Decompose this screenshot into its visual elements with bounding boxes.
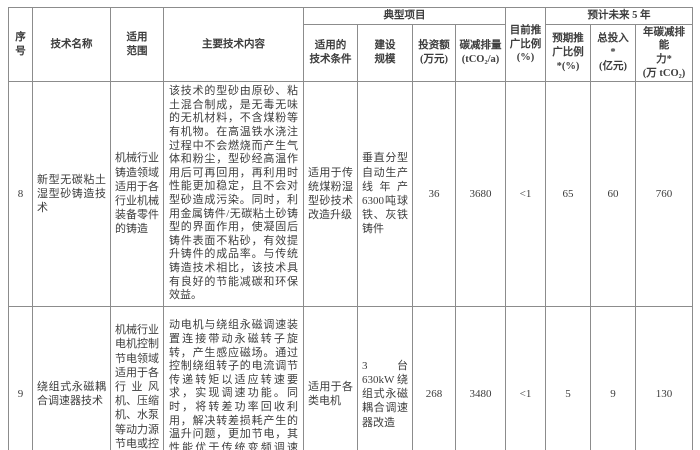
header-annual-carbon-capacity: 年碳减排能 力* (万 tCO₂) xyxy=(634,23,694,83)
header-total-investment: 总投入 * (亿元) xyxy=(590,23,636,83)
header-next-5-years-group: 预计未来 5 年 xyxy=(544,7,694,25)
cell-annual-carbon-capacity: 760 xyxy=(634,81,694,307)
cell-main-content: 动电机与绕组永磁调速装置连接带动永磁转子旋转，产生感应磁场。通过控制绕组转子的电… xyxy=(163,305,304,450)
header-typical-project-group: 典型项目 xyxy=(303,7,506,25)
header-tech-name: 技术名称 xyxy=(32,6,111,83)
cell-main-content: 该技术的型砂由原砂、粘土混合制成，是无毒无味的无机材料，不含煤粉等有机物。在高温… xyxy=(163,81,304,307)
cell-applicable-conditions: 适用于传统煤粉湿型砂技术改造升级 xyxy=(303,81,358,307)
header-current-promotion-ratio: 目前推 广比例 (%) xyxy=(505,6,546,83)
header-row-subcolumns: 适用的 技术条件 建设 规模 投资额 (万元) 碳减排量 (tCO₂/a) 预期… xyxy=(9,23,694,83)
cell-tech-name: 新型无碳粘土湿型砂铸造技术 xyxy=(32,81,111,307)
header-main-content: 主要技术内容 xyxy=(163,6,304,83)
cell-carbon-reduction: 3680 xyxy=(455,81,506,307)
header-carbon-reduction: 碳减排量 (tCO₂/a) xyxy=(455,23,506,83)
cell-investment-amount: 36 xyxy=(412,81,456,307)
header-construction-scale: 建设 规模 xyxy=(357,23,413,83)
header-expected-promotion-ratio: 预期推 广比例 *(%) xyxy=(545,23,591,83)
cell-current-promotion-ratio: <1 xyxy=(505,81,546,307)
header-applicable-conditions: 适用的 技术条件 xyxy=(303,23,358,83)
cell-serial-number: 9 xyxy=(8,305,33,450)
cell-annual-carbon-capacity: 130 xyxy=(634,305,694,450)
cell-serial-number: 8 xyxy=(8,81,33,307)
header-row-groups: 序 号 技术名称 适用 范围 主要技术内容 典型项目 目前推 广比例 (%) 预… xyxy=(8,6,694,83)
technology-catalog-table: 序 号 技术名称 适用 范围 主要技术内容 典型项目 目前推 广比例 (%) 预… xyxy=(8,6,694,450)
header-applicable-scope: 适用 范围 xyxy=(110,6,164,83)
cell-carbon-reduction: 3480 xyxy=(455,305,506,450)
cell-total-investment: 9 xyxy=(590,305,636,450)
cell-expected-promotion-ratio: 5 xyxy=(545,305,591,450)
table-row-8: 8 新型无碳粘土湿型砂铸造技术 机械行业铸造领域适用于各行业机械装备零件的铸造 … xyxy=(8,81,694,307)
table-row-9: 9 绕组式永磁耦合调速器技术 机械行业电机控制节电领域适用于各行业风机、压缩机、… xyxy=(8,305,694,450)
header-serial-number: 序 号 xyxy=(8,6,33,83)
cell-applicable-scope: 机械行业电机控制节电领域适用于各行业风机、压缩机、水泵等动力源节电或控制等 xyxy=(110,305,164,450)
cell-construction-scale: 垂直分型自动生产线年产6300吨球铁、灰铁铸件 xyxy=(357,81,413,307)
cell-expected-promotion-ratio: 65 xyxy=(545,81,591,307)
cell-construction-scale: 3台630kW绕组式永磁耦合调速器改造 xyxy=(357,305,413,450)
cell-investment-amount: 268 xyxy=(412,305,456,450)
cell-applicable-conditions: 适用于各类电机 xyxy=(303,305,358,450)
cell-tech-name: 绕组式永磁耦合调速器技术 xyxy=(32,305,111,450)
cell-current-promotion-ratio: <1 xyxy=(505,305,546,450)
cell-applicable-scope: 机械行业铸造领域适用于各行业机械装备零件的铸造 xyxy=(110,81,164,307)
cell-total-investment: 60 xyxy=(590,81,636,307)
header-investment-amount: 投资额 (万元) xyxy=(412,23,456,83)
